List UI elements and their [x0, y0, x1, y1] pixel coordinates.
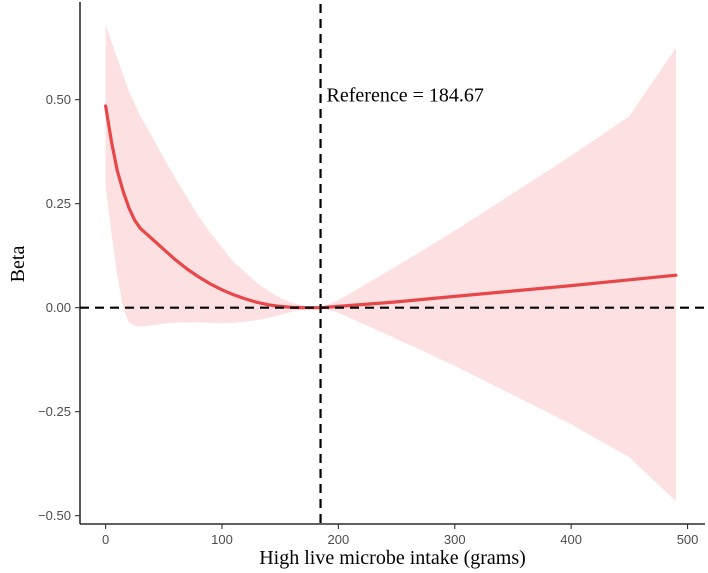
reference-annotation: Reference = 184.67	[327, 85, 484, 107]
confidence-band-layer	[105, 24, 676, 502]
reference-lines-layer	[80, 4, 705, 524]
x-tick-label: 300	[444, 532, 466, 547]
series-line-beta	[103, 104, 678, 310]
x-tick-label: 100	[211, 532, 233, 547]
y-ticks-layer: −0.50 −0.25 0.00 0.25 0.50	[38, 92, 80, 523]
x-ticks-layer: 0 100 200 300 400 500	[102, 524, 698, 547]
x-tick-label: 200	[328, 532, 350, 547]
confidence-band	[105, 24, 676, 502]
line-layer	[103, 104, 678, 310]
x-tick-label: 400	[560, 532, 582, 547]
x-tick-label: 0	[102, 532, 109, 547]
y-tick-label: −0.25	[38, 404, 71, 419]
y-tick-label: −0.50	[38, 508, 71, 523]
y-tick-label: 0.00	[46, 300, 71, 315]
y-tick-label: 0.25	[46, 196, 71, 211]
x-axis-title: High live microbe intake (grams)	[259, 547, 526, 569]
axes-layer	[79, 2, 705, 525]
x-tick-label: 500	[677, 532, 699, 547]
y-tick-label: 0.50	[46, 92, 71, 107]
y-axis-title: Beta	[7, 246, 29, 283]
